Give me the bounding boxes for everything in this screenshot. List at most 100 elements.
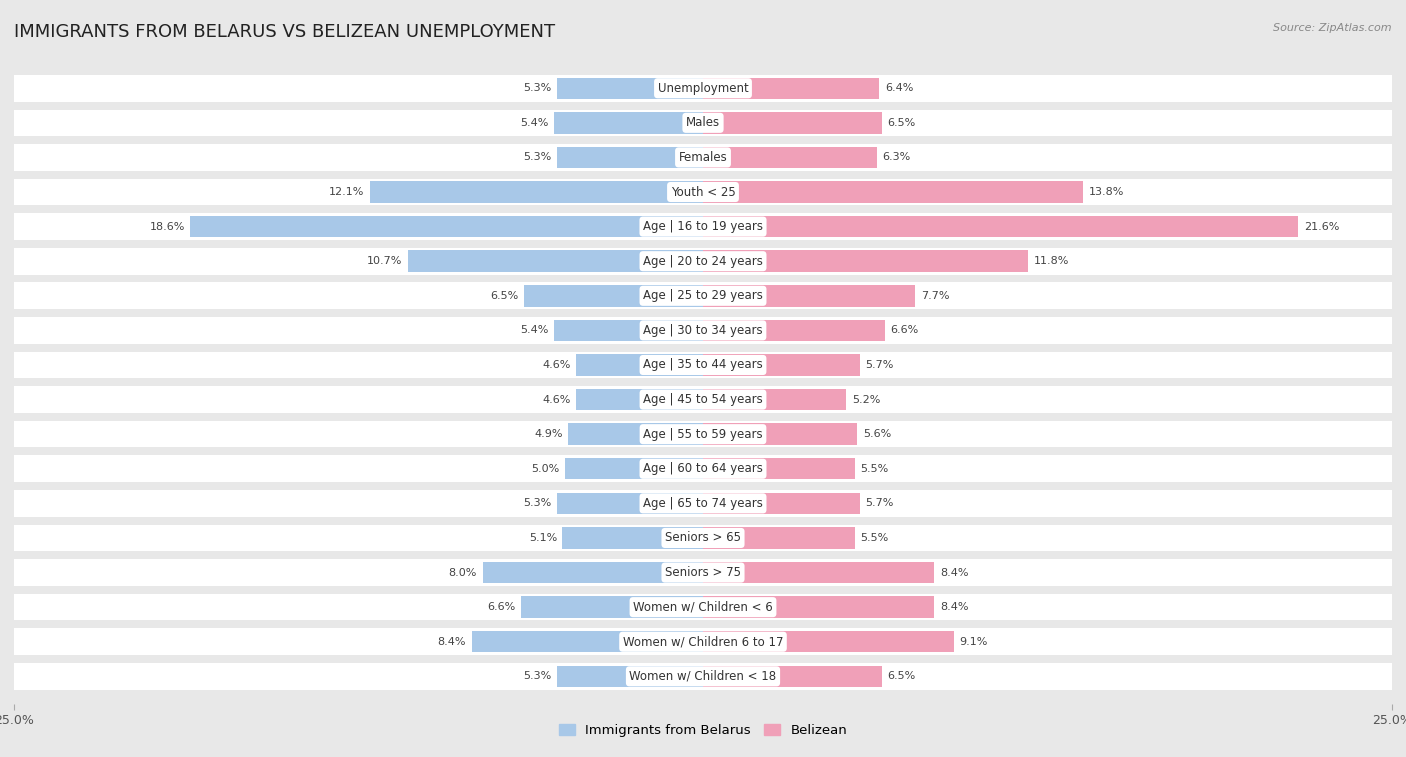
Text: Age | 65 to 74 years: Age | 65 to 74 years	[643, 497, 763, 510]
Bar	[14, 144, 1392, 171]
Bar	[554, 319, 703, 341]
Bar	[14, 352, 1392, 378]
Text: 6.3%: 6.3%	[882, 152, 910, 163]
Text: 5.2%: 5.2%	[852, 394, 880, 404]
Text: 5.3%: 5.3%	[523, 498, 551, 509]
Bar	[557, 147, 703, 168]
Text: 8.0%: 8.0%	[449, 568, 477, 578]
Bar	[471, 631, 703, 653]
Text: 5.7%: 5.7%	[866, 498, 894, 509]
Text: 7.7%: 7.7%	[921, 291, 949, 301]
Bar	[14, 386, 1392, 413]
Bar	[14, 179, 1392, 205]
Bar	[703, 354, 860, 375]
Text: 21.6%: 21.6%	[1303, 222, 1339, 232]
Bar	[703, 631, 953, 653]
Text: Source: ZipAtlas.com: Source: ZipAtlas.com	[1274, 23, 1392, 33]
Text: 6.6%: 6.6%	[488, 602, 516, 612]
Text: Age | 35 to 44 years: Age | 35 to 44 years	[643, 359, 763, 372]
Bar	[703, 423, 858, 445]
Text: 8.4%: 8.4%	[941, 568, 969, 578]
Bar	[703, 527, 855, 549]
Text: 5.6%: 5.6%	[863, 429, 891, 439]
Text: 5.0%: 5.0%	[531, 464, 560, 474]
Text: Women w/ Children 6 to 17: Women w/ Children 6 to 17	[623, 635, 783, 648]
Text: Age | 60 to 64 years: Age | 60 to 64 years	[643, 463, 763, 475]
Text: Age | 55 to 59 years: Age | 55 to 59 years	[643, 428, 763, 441]
Bar	[703, 665, 882, 687]
Bar	[14, 421, 1392, 447]
Text: 18.6%: 18.6%	[149, 222, 186, 232]
Bar	[14, 75, 1392, 101]
Text: Seniors > 65: Seniors > 65	[665, 531, 741, 544]
Bar	[562, 527, 703, 549]
Text: Youth < 25: Youth < 25	[671, 185, 735, 198]
Bar	[14, 628, 1392, 655]
Text: 5.4%: 5.4%	[520, 326, 548, 335]
Bar	[703, 389, 846, 410]
Text: 5.3%: 5.3%	[523, 671, 551, 681]
Text: 6.4%: 6.4%	[884, 83, 914, 93]
Bar	[522, 597, 703, 618]
Bar	[370, 181, 703, 203]
Bar	[703, 112, 882, 133]
Bar	[14, 525, 1392, 551]
Text: 6.5%: 6.5%	[887, 118, 915, 128]
Bar	[565, 458, 703, 479]
Text: Age | 30 to 34 years: Age | 30 to 34 years	[643, 324, 763, 337]
Text: Age | 16 to 19 years: Age | 16 to 19 years	[643, 220, 763, 233]
Text: 13.8%: 13.8%	[1088, 187, 1125, 197]
Text: 11.8%: 11.8%	[1033, 256, 1069, 266]
Bar	[14, 317, 1392, 344]
Text: Seniors > 75: Seniors > 75	[665, 566, 741, 579]
Bar	[14, 456, 1392, 482]
Bar	[14, 282, 1392, 309]
Text: Women w/ Children < 18: Women w/ Children < 18	[630, 670, 776, 683]
Bar	[557, 77, 703, 99]
Text: Age | 45 to 54 years: Age | 45 to 54 years	[643, 393, 763, 406]
Text: 5.3%: 5.3%	[523, 83, 551, 93]
Text: 10.7%: 10.7%	[367, 256, 402, 266]
Text: Age | 20 to 24 years: Age | 20 to 24 years	[643, 254, 763, 268]
Bar	[190, 216, 703, 238]
Bar	[703, 319, 884, 341]
Bar	[703, 458, 855, 479]
Bar	[703, 493, 860, 514]
Text: 5.1%: 5.1%	[529, 533, 557, 543]
Bar	[703, 562, 935, 584]
Text: 8.4%: 8.4%	[941, 602, 969, 612]
Text: 5.5%: 5.5%	[860, 533, 889, 543]
Bar	[703, 251, 1028, 272]
Bar	[14, 559, 1392, 586]
Text: Women w/ Children < 6: Women w/ Children < 6	[633, 600, 773, 614]
Bar	[703, 597, 935, 618]
Text: Males: Males	[686, 117, 720, 129]
Bar	[14, 110, 1392, 136]
Bar	[557, 493, 703, 514]
Text: 6.6%: 6.6%	[890, 326, 918, 335]
Bar	[554, 112, 703, 133]
Text: 9.1%: 9.1%	[959, 637, 987, 646]
Bar	[703, 147, 876, 168]
Bar	[703, 77, 879, 99]
Text: 6.5%: 6.5%	[491, 291, 519, 301]
Bar	[14, 593, 1392, 621]
Bar	[14, 248, 1392, 275]
Text: 4.6%: 4.6%	[543, 360, 571, 370]
Bar	[524, 285, 703, 307]
Bar	[703, 216, 1298, 238]
Text: 8.4%: 8.4%	[437, 637, 465, 646]
Text: 4.9%: 4.9%	[534, 429, 562, 439]
Text: 5.5%: 5.5%	[860, 464, 889, 474]
Bar	[14, 213, 1392, 240]
Bar	[576, 354, 703, 375]
Bar	[703, 181, 1083, 203]
Text: 5.7%: 5.7%	[866, 360, 894, 370]
Text: IMMIGRANTS FROM BELARUS VS BELIZEAN UNEMPLOYMENT: IMMIGRANTS FROM BELARUS VS BELIZEAN UNEM…	[14, 23, 555, 41]
Legend: Immigrants from Belarus, Belizean: Immigrants from Belarus, Belizean	[554, 719, 852, 743]
Text: Age | 25 to 29 years: Age | 25 to 29 years	[643, 289, 763, 302]
Text: 5.3%: 5.3%	[523, 152, 551, 163]
Text: 6.5%: 6.5%	[887, 671, 915, 681]
Bar	[557, 665, 703, 687]
Bar	[408, 251, 703, 272]
